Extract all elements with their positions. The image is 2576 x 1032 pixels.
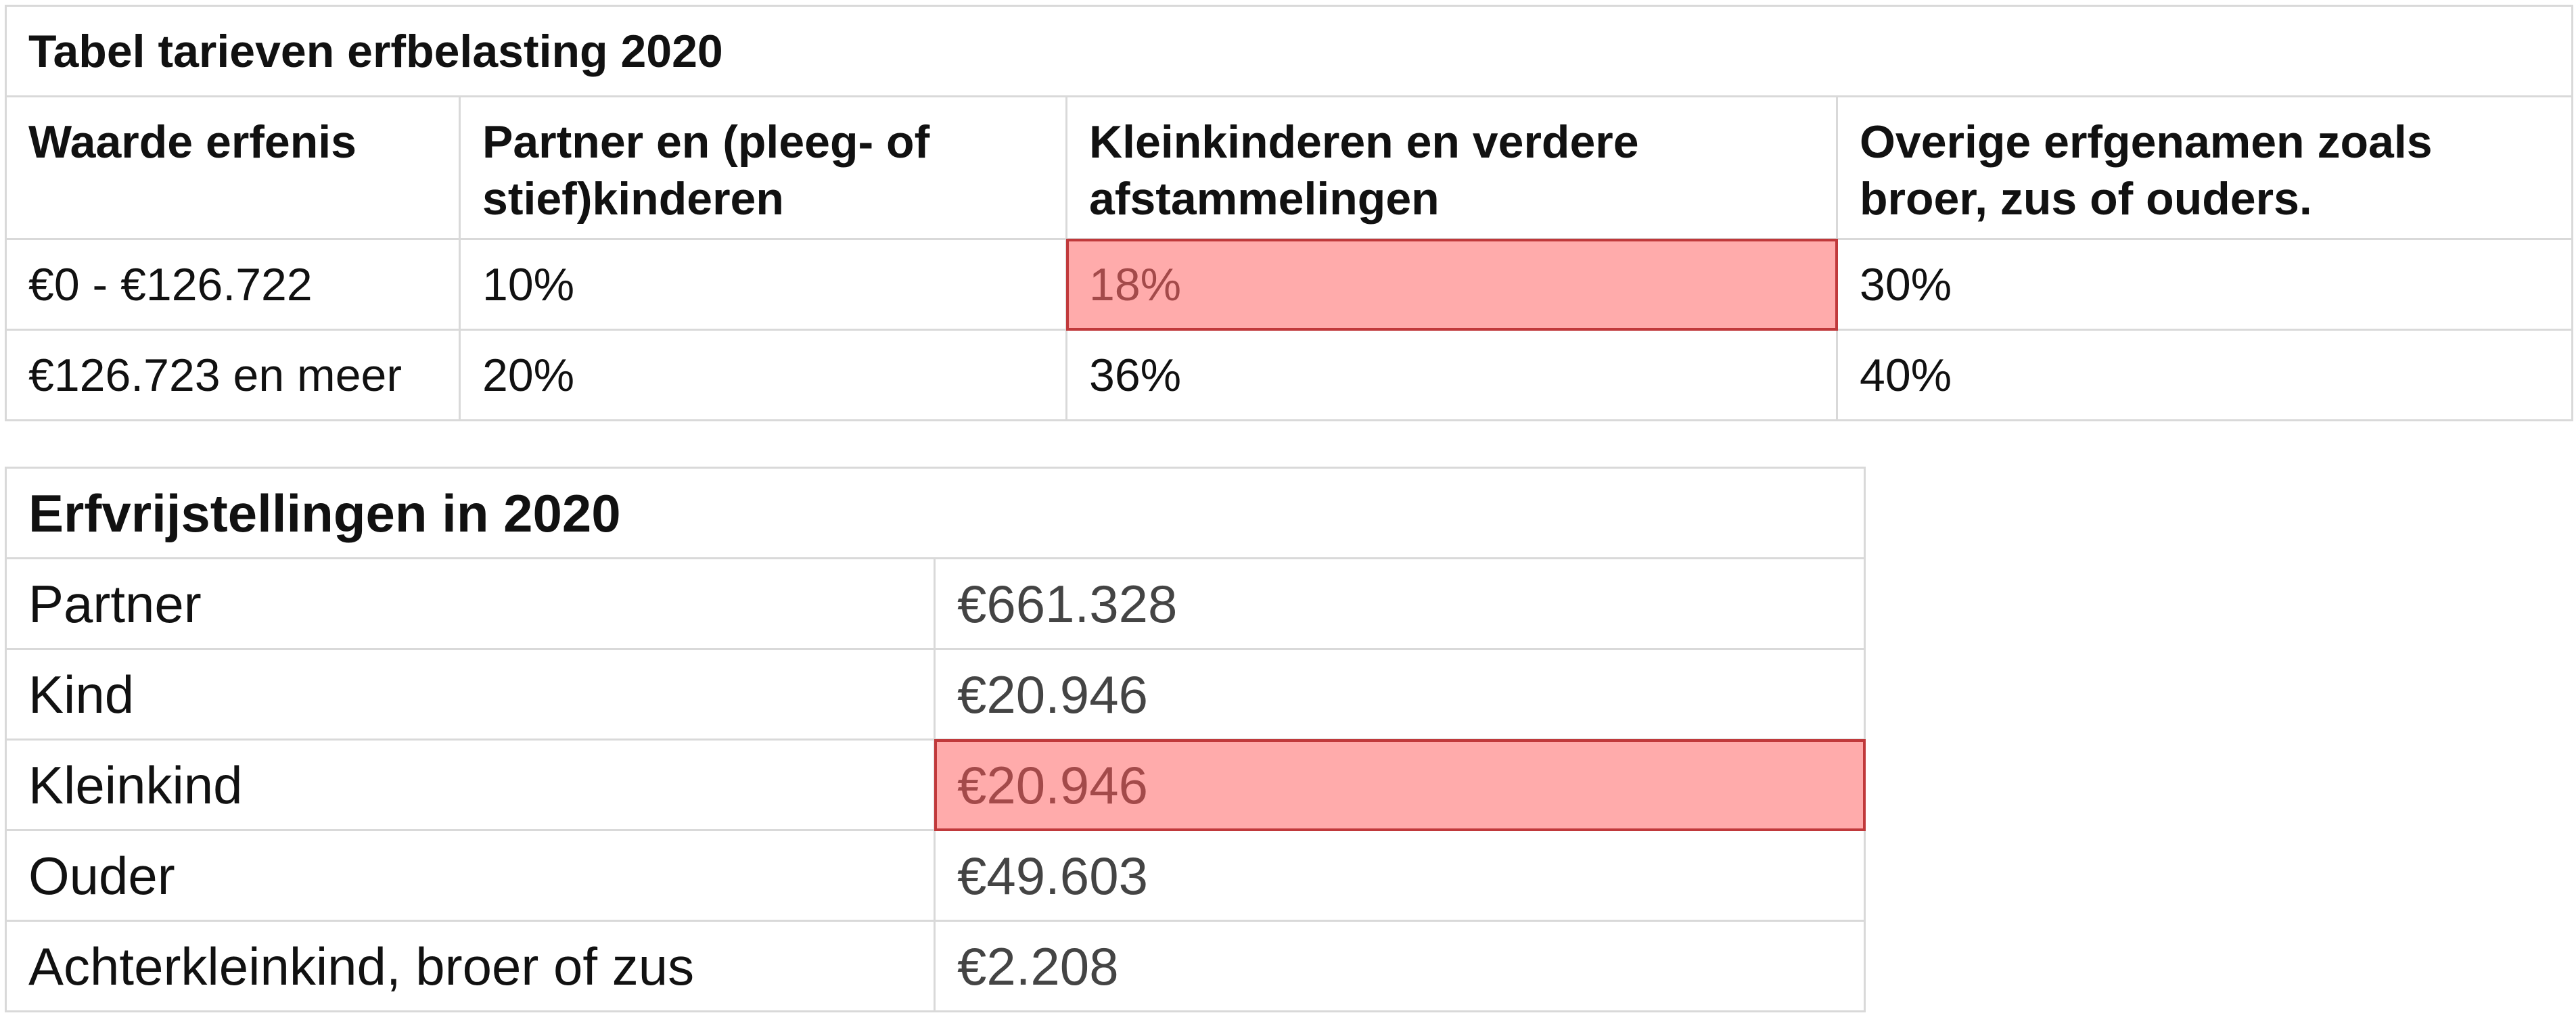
cell: €126.723 en meer — [5, 329, 461, 421]
table-title: Erfvrijstellingen in 2020 — [4, 467, 1866, 559]
cell: 36% — [1065, 329, 1838, 421]
exemptions-table: Erfvrijstellingen in 2020 Partner €661.32… — [4, 467, 1866, 1012]
cell: Kleinkind — [5, 738, 936, 831]
cell: Achterkleinkind, broer of zus — [5, 920, 936, 1012]
data-row: €126.723 en meer 20% 36% 40% — [5, 329, 2573, 421]
cell: 40% — [1836, 329, 2573, 421]
title-row: Tabel tarieven erfbelasting 2020 — [5, 5, 2573, 97]
title-row: Erfvrijstellingen in 2020 — [4, 467, 1866, 559]
data-row: Partner €661.328 — [5, 557, 1866, 650]
header-cell: Overige erfgenamen zoals broer, zus of o… — [1836, 95, 2573, 240]
data-row: €0 - €126.722 10% 18% 30% — [5, 238, 2573, 331]
data-row: Achterkleinkind, broer of zus €2.208 — [5, 920, 1866, 1012]
cell: Kind — [5, 648, 936, 741]
tax-rates-table: Tabel tarieven erfbelasting 2020 Waarde … — [5, 5, 2573, 421]
header-cell: Waarde erfenis — [5, 95, 461, 240]
header-cell: Kleinkinderen en verdere afstammelingen — [1065, 95, 1838, 240]
highlighted-cell: €20.946 — [933, 738, 1866, 831]
cell: €661.328 — [933, 557, 1866, 650]
data-row: Kleinkind €20.946 — [5, 738, 1866, 831]
cell: Partner — [5, 557, 936, 650]
cell: 10% — [459, 238, 1067, 331]
cell: 20% — [459, 329, 1067, 421]
cell: 30% — [1836, 238, 2573, 331]
table-title: Tabel tarieven erfbelasting 2020 — [5, 5, 2573, 97]
header-cell: Partner en (pleeg- of stief)kinderen — [459, 95, 1067, 240]
cell: €20.946 — [933, 648, 1866, 741]
highlighted-cell: 18% — [1065, 238, 1838, 331]
cell: €49.603 — [933, 829, 1866, 922]
cell: €2.208 — [933, 920, 1866, 1012]
data-row: Kind €20.946 — [5, 648, 1866, 741]
header-row: Waarde erfenis Partner en (pleeg- of sti… — [5, 95, 2573, 240]
data-row: Ouder €49.603 — [5, 829, 1866, 922]
cell: €0 - €126.722 — [5, 238, 461, 331]
cell: Ouder — [5, 829, 936, 922]
